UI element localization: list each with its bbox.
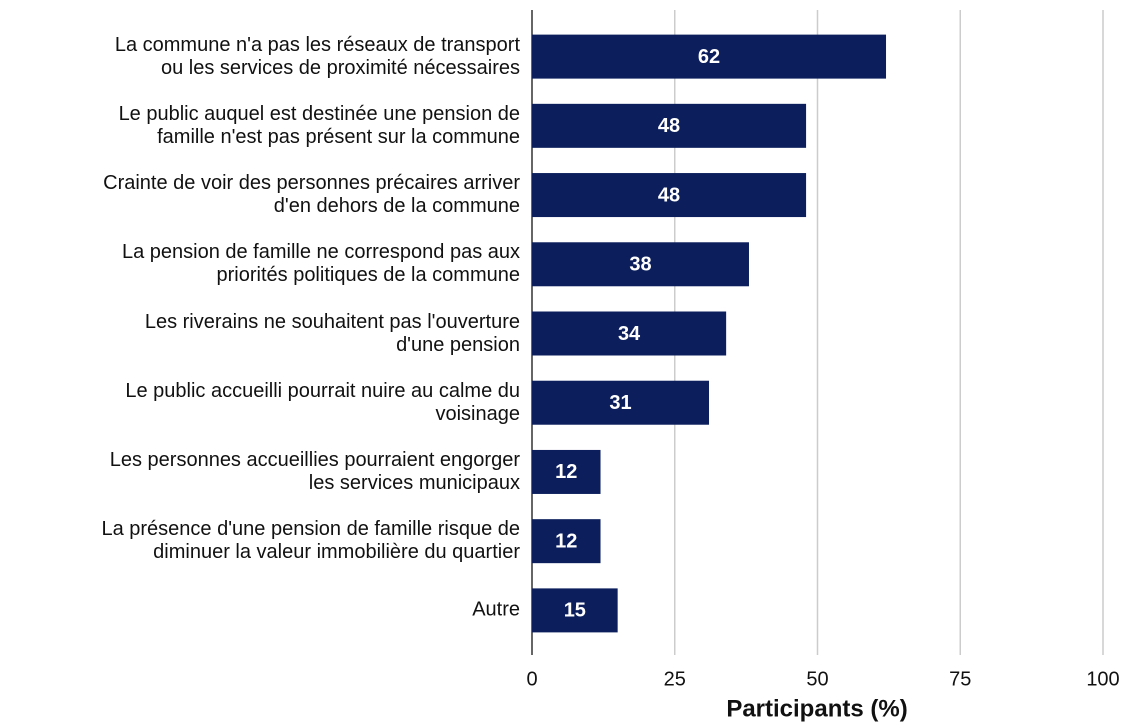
bar <box>532 519 601 564</box>
x-tick-label: 50 <box>806 668 828 690</box>
y-tick-label: Les personnes accueillies pourraient eng… <box>109 448 520 494</box>
value-label: 12 <box>555 530 577 552</box>
y-tick-label: Le public auquel est destinée une pensio… <box>118 102 520 148</box>
bar <box>532 103 807 148</box>
x-tick-label: 75 <box>949 668 971 690</box>
x-tick-label: 100 <box>1086 668 1119 690</box>
bar <box>532 311 727 356</box>
y-tick-label: La présence d'une pension de famille ris… <box>101 518 520 564</box>
bar <box>532 34 887 79</box>
value-label: 48 <box>658 184 680 206</box>
value-label: 12 <box>555 461 577 483</box>
value-label: 34 <box>618 323 641 345</box>
y-tick-label: Le public accueilli pourrait nuire au ca… <box>125 379 520 425</box>
bar <box>532 449 601 494</box>
bar <box>532 588 618 633</box>
x-tick-label: 0 <box>526 668 537 690</box>
bar <box>532 380 710 425</box>
y-tick-label: Crainte de voir des personnes précaires … <box>103 172 520 218</box>
value-label: 31 <box>609 392 631 414</box>
value-label: 48 <box>658 115 680 137</box>
value-label: 15 <box>564 600 586 622</box>
value-label: 38 <box>629 254 651 276</box>
y-tick-label: Les riverains ne souhaitent pas l'ouvert… <box>144 310 520 356</box>
bar <box>532 242 749 287</box>
x-axis-label: Participants (%) <box>726 695 907 722</box>
y-tick-label: La pension de famille ne correspond pas … <box>121 241 520 287</box>
y-tick-label: Autre <box>472 598 520 621</box>
x-tick-label: 25 <box>664 668 686 690</box>
y-tick-label: La commune n'a pas les réseaux de transp… <box>114 33 520 79</box>
value-label: 62 <box>698 46 720 68</box>
bar <box>532 173 807 218</box>
